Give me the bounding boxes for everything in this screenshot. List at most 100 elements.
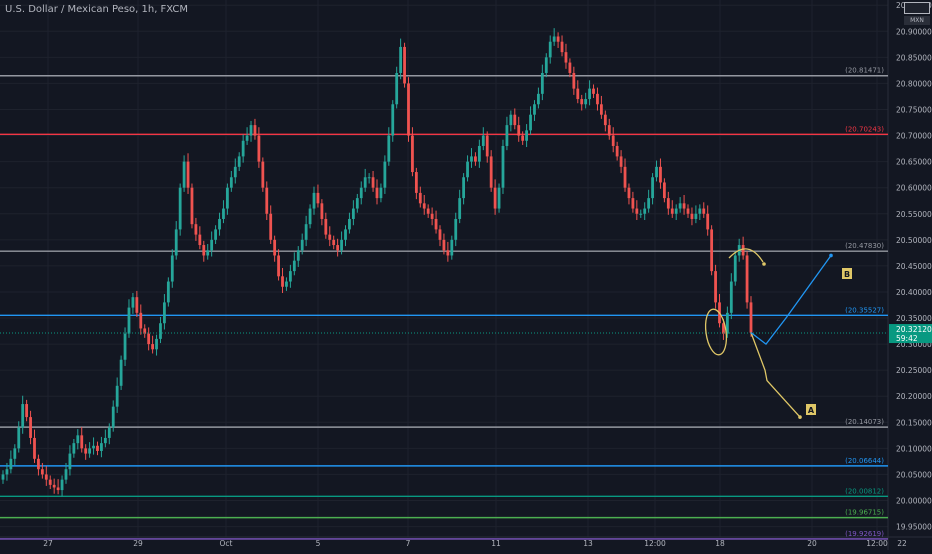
- candle-body: [387, 135, 391, 162]
- candle-body: [470, 156, 473, 162]
- wave-label-box: [842, 268, 852, 279]
- candle-body: [159, 323, 162, 339]
- candle-body: [647, 198, 651, 209]
- candle-body: [115, 385, 119, 407]
- candle-body: [76, 435, 80, 444]
- candle-body: [29, 417, 32, 438]
- bar-countdown-label: 59:42: [896, 334, 918, 343]
- candle-body: [375, 187, 379, 199]
- candle-body: [210, 239, 214, 251]
- candle-body: [308, 208, 312, 225]
- candle-body: [261, 161, 265, 188]
- price-tick-label: 20.45000: [896, 262, 932, 271]
- level-label: (19.92619): [845, 530, 884, 538]
- candle-body: [414, 172, 418, 193]
- candle-body: [371, 177, 375, 188]
- candle-body: [33, 437, 36, 459]
- top-arc-annotation[interactable]: [728, 248, 764, 263]
- price-tick-label: 20.40000: [896, 288, 932, 297]
- candle-body: [245, 135, 249, 141]
- candle-body: [186, 161, 190, 188]
- price-tick-label: 20.55000: [896, 210, 932, 219]
- candle-body: [544, 57, 548, 73]
- candle-body: [17, 427, 21, 449]
- candle-body: [643, 208, 647, 214]
- candle-body: [281, 276, 284, 287]
- candle-body: [143, 328, 147, 334]
- candle-body: [706, 213, 710, 230]
- price-tick-label: 20.90000: [896, 27, 932, 36]
- price-tick-label: 20.30000: [896, 340, 932, 349]
- candle-body: [655, 166, 658, 178]
- candle-body: [552, 36, 556, 42]
- candle-body: [135, 297, 139, 313]
- projection-path[interactable]: [750, 332, 801, 418]
- candle-body: [214, 229, 217, 240]
- candle-body: [340, 239, 343, 251]
- time-tick-label: 27: [43, 539, 53, 548]
- candle-body: [662, 182, 666, 199]
- candle-body: [592, 88, 595, 94]
- projection-path[interactable]: [750, 255, 832, 346]
- level-label: (20.35527): [845, 306, 884, 314]
- time-tick-label: 22: [897, 539, 907, 548]
- candle-body: [513, 114, 517, 126]
- candle-body: [560, 41, 564, 53]
- candle-body: [296, 250, 300, 261]
- candle-body: [733, 255, 737, 282]
- candle-body: [391, 104, 395, 136]
- candle-body: [434, 218, 438, 230]
- candle-body: [288, 271, 292, 282]
- candle-body: [399, 46, 403, 73]
- candle-body: [127, 307, 131, 334]
- candle-body: [80, 435, 84, 449]
- candle-body: [572, 72, 576, 89]
- price-tick-label: 20.10000: [896, 444, 932, 453]
- candle-body: [96, 445, 99, 451]
- candle-body: [332, 239, 336, 246]
- level-label: (20.14073): [845, 418, 884, 426]
- candle-body: [686, 208, 690, 214]
- candle-body: [442, 239, 446, 251]
- price-tick-label: 20.50000: [896, 236, 932, 245]
- price-tick-label: 20.15000: [896, 418, 932, 427]
- candle-body: [163, 302, 166, 324]
- candle-body: [418, 192, 422, 204]
- candle-body: [426, 208, 430, 214]
- candle-body: [651, 177, 654, 199]
- candle-body: [537, 93, 540, 105]
- candle-body: [107, 427, 111, 438]
- current-price-label: 20.32120: [896, 325, 932, 334]
- candle-body: [351, 208, 355, 219]
- candle-body: [674, 208, 678, 214]
- candle-body: [619, 156, 623, 167]
- candle-body: [202, 245, 206, 256]
- candle-body: [580, 99, 584, 105]
- level-label: (20.00812): [845, 487, 884, 495]
- candle-body: [316, 192, 320, 204]
- candle-body: [253, 125, 257, 136]
- price-tick-label: 20.65000: [896, 158, 932, 167]
- level-label: (20.06644): [845, 457, 884, 465]
- candle-body: [131, 297, 135, 308]
- candle-body: [348, 218, 351, 230]
- candle-body: [40, 469, 44, 475]
- candle-body: [521, 135, 525, 141]
- candle-body: [198, 234, 202, 246]
- bottom-ellipse-annotation[interactable]: [703, 308, 729, 356]
- price-tick-label: 20.85000: [896, 53, 932, 62]
- candle-body: [265, 187, 269, 214]
- candle-body: [367, 177, 371, 179]
- price-tick-label: 20.80000: [896, 79, 932, 88]
- price-scale-toggle-button[interactable]: [904, 2, 930, 14]
- candle-body: [611, 135, 615, 146]
- candle-body: [529, 114, 532, 131]
- candle-body: [714, 271, 717, 303]
- time-tick-label: 18: [715, 539, 725, 548]
- candle-body: [304, 224, 308, 240]
- symbol-title: U.S. Dollar / Mexican Peso, 1h, FXCM: [5, 4, 189, 15]
- wave-label-a: A: [808, 406, 815, 415]
